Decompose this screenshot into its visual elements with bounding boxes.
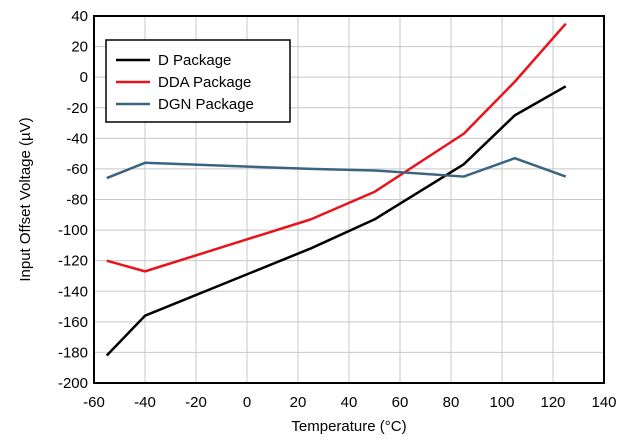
y-tick-label: -60 (66, 161, 88, 178)
y-tick-label: 40 (71, 8, 88, 25)
y-tick-label: -120 (58, 253, 88, 270)
x-tick-label: -20 (185, 394, 207, 411)
x-tick-label: 120 (540, 394, 565, 411)
y-axis-title: Input Offset Voltage (µV) (17, 117, 34, 281)
legend: D Package DDA Package DGN Package (105, 39, 291, 123)
x-tick-label: 100 (489, 394, 514, 411)
y-tick-label: -80 (66, 192, 88, 209)
data-series (105, 22, 567, 357)
x-tick-label: -40 (134, 394, 156, 411)
dda-package-line (106, 22, 567, 273)
x-tick-label: 140 (591, 394, 616, 411)
y-tick-label: -200 (58, 375, 88, 392)
y-tick-label: -180 (58, 344, 88, 361)
x-tick-label: 20 (290, 394, 307, 411)
y-tick-label: -140 (58, 283, 88, 300)
x-axis-tick-labels: -60 -40 -20 0 20 40 60 80 100 120 140 (83, 394, 616, 411)
y-tick-label: -100 (58, 222, 88, 239)
x-tick-label: 60 (392, 394, 409, 411)
y-tick-label: 20 (71, 39, 88, 56)
y-tick-label: -160 (58, 314, 88, 331)
legend-label: DDA Package (158, 74, 251, 91)
x-tick-label: 80 (443, 394, 460, 411)
y-axis-tick-labels: -200-180-160-140-120-100-80-60-40-200204… (58, 8, 88, 392)
x-tick-label: 0 (243, 394, 251, 411)
y-tick-label: 0 (80, 69, 88, 86)
legend-label: DGN Package (158, 96, 254, 113)
x-axis-title: Temperature (°C) (291, 418, 406, 435)
y-tick-label: -40 (66, 130, 88, 147)
y-tick-label: -20 (66, 100, 88, 117)
x-tick-label: -60 (83, 394, 105, 411)
d-package-line (105, 85, 567, 357)
x-tick-label: 40 (341, 394, 358, 411)
legend-label: D Package (158, 52, 231, 69)
dgn-package-line (106, 156, 567, 180)
plot-frame (93, 15, 605, 384)
